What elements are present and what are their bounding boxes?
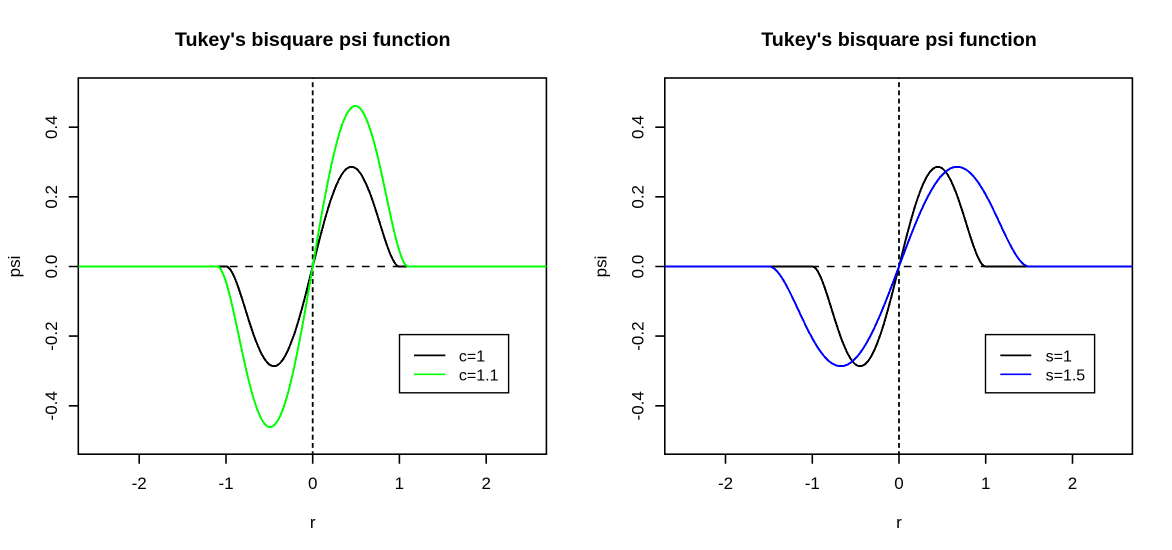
- svg-text:0: 0: [894, 474, 903, 493]
- svg-text:0.4: 0.4: [42, 115, 61, 139]
- svg-text:-0.2: -0.2: [629, 321, 648, 350]
- svg-text:0.0: 0.0: [629, 255, 648, 279]
- svg-text:-1: -1: [805, 474, 820, 493]
- svg-text:r: r: [310, 513, 316, 532]
- svg-text:2: 2: [1068, 474, 1077, 493]
- svg-text:0.4: 0.4: [629, 115, 648, 139]
- svg-text:s=1.5: s=1.5: [1046, 367, 1086, 384]
- svg-text:psi: psi: [5, 256, 24, 278]
- svg-text:Tukey's bisquare psi function: Tukey's bisquare psi function: [175, 29, 451, 51]
- svg-text:c=1: c=1: [459, 349, 485, 366]
- svg-text:Tukey's bisquare psi function: Tukey's bisquare psi function: [761, 29, 1037, 51]
- svg-text:-0.4: -0.4: [42, 391, 61, 420]
- svg-text:0.2: 0.2: [629, 185, 648, 209]
- svg-text:c=1.1: c=1.1: [459, 367, 499, 384]
- svg-text:-0.2: -0.2: [42, 321, 61, 350]
- svg-text:-0.4: -0.4: [629, 391, 648, 420]
- svg-text:1: 1: [981, 474, 990, 493]
- svg-text:0.0: 0.0: [42, 255, 61, 279]
- svg-text:2: 2: [481, 474, 490, 493]
- svg-text:psi: psi: [592, 256, 611, 278]
- svg-text:s=1: s=1: [1046, 349, 1072, 366]
- svg-text:-1: -1: [218, 474, 233, 493]
- svg-text:1: 1: [395, 474, 404, 493]
- svg-text:-2: -2: [718, 474, 733, 493]
- svg-text:0: 0: [308, 474, 317, 493]
- svg-text:0.2: 0.2: [42, 185, 61, 209]
- svg-text:r: r: [896, 513, 902, 532]
- svg-text:-2: -2: [132, 474, 147, 493]
